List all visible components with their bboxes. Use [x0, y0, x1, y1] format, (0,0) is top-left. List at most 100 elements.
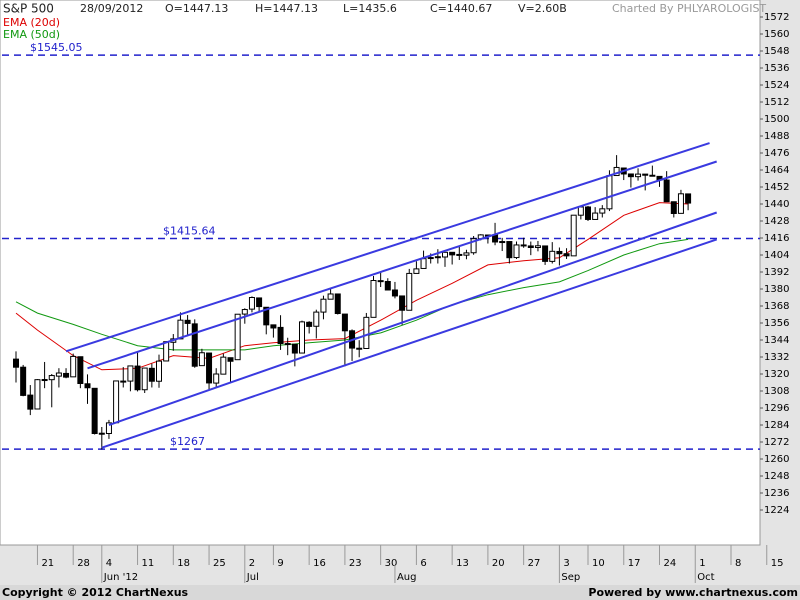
candle-body [456, 253, 463, 256]
candle-body [184, 319, 191, 324]
candle-body [413, 268, 420, 274]
candle-body [98, 432, 105, 435]
credit: Charted By PHLYAROLOGIST [612, 2, 766, 15]
candle-body [341, 313, 348, 332]
header-field: L=1435.6 [343, 2, 397, 15]
x-tick-label: 25 [213, 558, 226, 569]
y-tick-label: 1332 [764, 352, 789, 363]
candle-body [13, 358, 19, 368]
candle-body [220, 356, 227, 375]
y-tick-label: 1512 [764, 97, 789, 108]
candle-body [513, 244, 520, 259]
month-label: Sep [561, 572, 580, 583]
candle-body [256, 297, 263, 308]
candle-body [406, 272, 413, 311]
candle-body [670, 201, 677, 214]
candle-body [191, 323, 198, 367]
candle-body [542, 245, 549, 262]
x-tick-label: 27 [528, 558, 541, 569]
y-tick-label: 1272 [764, 437, 789, 448]
trend-line [101, 238, 718, 449]
candle-body [534, 245, 541, 248]
x-tick-label: 11 [142, 558, 155, 569]
footer-left: Copyright © 2012 ChartNexus [2, 586, 189, 599]
x-tick-label: 2 [249, 558, 255, 569]
candle-body [577, 206, 584, 216]
candle-body [77, 356, 84, 384]
candle-body [549, 250, 556, 262]
x-tick-label: 13 [456, 558, 469, 569]
candle-body [277, 326, 284, 345]
candle-body [649, 174, 656, 177]
y-tick-label: 1500 [764, 114, 789, 125]
candle-body [127, 365, 134, 382]
candle-body [299, 321, 305, 354]
candle-body [141, 367, 148, 391]
header-field: V=2.60B [518, 2, 567, 15]
y-tick-label: 1344 [764, 335, 789, 346]
y-tick-label: 1404 [764, 250, 789, 261]
candle-body [105, 422, 112, 435]
trend-line [65, 142, 710, 353]
y-tick-label: 1452 [764, 182, 789, 193]
candle-body [198, 352, 205, 367]
trend-line [108, 211, 718, 426]
candle-body [34, 379, 41, 410]
x-tick-label: 8 [735, 558, 741, 569]
candle-body [391, 289, 398, 297]
x-tick-label: 18 [177, 558, 190, 569]
candle-body [327, 293, 334, 300]
candle-body [635, 173, 642, 178]
candle-body [356, 347, 363, 350]
candle-body [234, 313, 241, 361]
x-tick-label: 10 [592, 558, 605, 569]
y-tick-label: 1368 [764, 301, 789, 312]
x-tick-label: 24 [664, 558, 677, 569]
footer-right: Powered by www.chartnexus.com [588, 586, 798, 599]
candle-body [156, 360, 162, 382]
candle-body [41, 379, 48, 382]
candle-body [677, 193, 684, 214]
month-label: Oct [697, 572, 714, 583]
y-tick-label: 1236 [764, 488, 789, 499]
candle-body [84, 383, 91, 389]
x-tick-label: 16 [313, 558, 326, 569]
candle-body [284, 343, 291, 346]
y-tick-label: 1392 [764, 267, 789, 278]
y-tick-label: 1260 [764, 454, 789, 465]
level-label: $1267 [170, 435, 205, 448]
y-tick-label: 1476 [764, 148, 789, 159]
candle-body [213, 373, 220, 384]
candle-body [320, 298, 327, 313]
legend-label: EMA (50d) [3, 28, 60, 41]
candle-body [499, 241, 506, 244]
x-tick-label: 1 [699, 558, 705, 569]
candle-body [563, 253, 570, 257]
candle-body [399, 295, 406, 311]
x-tick-label: 4 [106, 558, 112, 569]
y-tick-label: 1572 [764, 12, 789, 23]
y-tick-label: 1524 [764, 80, 789, 91]
candle-body [556, 250, 563, 255]
candle-body [606, 175, 613, 210]
candle-body [384, 280, 391, 291]
trend-line [87, 160, 718, 370]
candle-body [592, 212, 599, 220]
candle-body [120, 380, 127, 383]
footer-bar [0, 585, 800, 600]
y-tick-label: 1428 [764, 216, 789, 227]
candle-body [685, 193, 692, 204]
y-tick-label: 1488 [764, 131, 789, 142]
level-label: $1415.64 [163, 225, 216, 238]
candle-body [434, 256, 441, 259]
candle-body [463, 252, 470, 256]
candle-body [363, 316, 370, 350]
candle-body [27, 394, 34, 410]
candle-body [48, 375, 55, 381]
x-tick-label: 6 [420, 558, 426, 569]
y-tick-label: 1284 [764, 420, 789, 431]
candle-body [470, 238, 477, 254]
y-tick-label: 1536 [764, 63, 789, 74]
candle-body [334, 293, 341, 315]
